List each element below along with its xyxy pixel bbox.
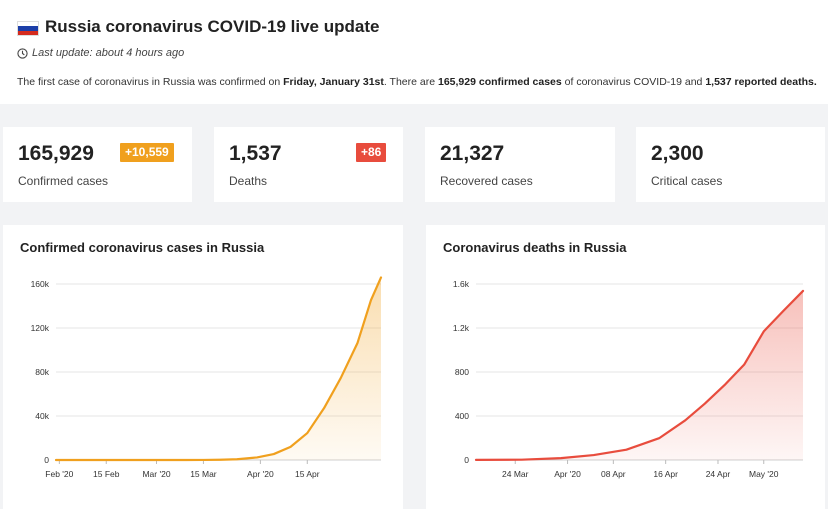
y-tick-label: 1.2k (453, 323, 470, 333)
chart-title-confirmed: Confirmed coronavirus cases in Russia (20, 240, 265, 255)
deaths-chart: 0 400 800 1.2k 1.6k 24 Mar Apr '20 08 Apr 16 Apr… (453, 279, 805, 479)
x-tick-label: 08 Apr (601, 469, 626, 479)
x-tick-label: 24 Apr (706, 469, 731, 479)
stat-card-recovered: 21,327 Recovered cases (425, 127, 615, 202)
x-tick-label: 16 Apr (653, 469, 678, 479)
summary-deaths: 1,537 reported deaths. (705, 76, 817, 88)
series-line (54, 276, 383, 462)
x-tick-label: 15 Feb (93, 469, 120, 479)
x-tick-label: May '20 (749, 469, 779, 479)
deaths-label: Deaths (229, 174, 268, 188)
chart-card-confirmed: Confirmed coronavirus cases in Russia 0 4… (3, 225, 403, 509)
y-tick-label: 1.6k (453, 279, 470, 289)
x-tick-label: Apr '20 (554, 469, 581, 479)
stat-card-deaths: 1,537 Deaths +86 (214, 127, 403, 202)
header-panel: Russia coronavirus COVID-19 live update … (0, 0, 828, 104)
confirmed-count: 165,929 (18, 142, 94, 165)
summary-text: The first case of coronavirus in Russia … (17, 76, 817, 88)
summary-confirmed: 165,929 confirmed cases (437, 76, 562, 88)
y-tick-label: 400 (455, 411, 469, 421)
y-tick-label: 80k (35, 367, 49, 377)
stat-card-confirmed: 165,929 Confirmed cases +10,559 (3, 127, 192, 202)
deaths-change-badge: +86 (356, 143, 387, 162)
y-tick-label: 0 (464, 455, 469, 465)
page-title: Russia coronavirus COVID-19 live update (45, 17, 380, 36)
summary-part: . There are (383, 76, 438, 88)
critical-label: Critical cases (651, 174, 723, 188)
chart-title-deaths: Coronavirus deaths in Russia (443, 240, 627, 255)
y-tick-label: 40k (35, 411, 49, 421)
deaths-count: 1,537 (229, 142, 282, 165)
summary-part: of coronavirus COVID-19 and (561, 76, 706, 88)
x-tick-label: Feb '20 (45, 469, 73, 479)
y-tick-label: 160k (31, 279, 50, 289)
x-tick-label: 15 Mar (190, 469, 217, 479)
confirmed-label: Confirmed cases (18, 174, 109, 188)
chart-card-deaths: Coronavirus deaths in Russia 0 400 800 1.2k… (426, 225, 825, 509)
y-tick-label: 0 (44, 455, 49, 465)
y-tick-label: 800 (455, 367, 469, 377)
confirmed-change-badge: +10,559 (120, 143, 174, 162)
last-update: Last update: about 4 hours ago (17, 47, 184, 59)
clock-icon (17, 47, 28, 59)
stat-card-critical: 2,300 Critical cases (636, 127, 825, 202)
x-tick-label: 15 Apr (295, 469, 320, 479)
series-area (56, 277, 381, 460)
recovered-label: Recovered cases (440, 174, 533, 188)
y-tick-label: 120k (31, 323, 50, 333)
series-line (474, 289, 805, 461)
confirmed-cases-chart: 0 40k 80k 120k 160k Feb '20 15 Feb Mar '20 15 Ma… (31, 276, 383, 479)
first-case-date: Friday, January 31st (283, 76, 384, 88)
russia-flag-icon (17, 21, 39, 36)
critical-count: 2,300 (651, 142, 704, 165)
x-tick-label: Mar '20 (142, 469, 170, 479)
x-tick-label: Apr '20 (247, 469, 274, 479)
recovered-count: 21,327 (440, 142, 505, 165)
x-tick-label: 24 Mar (502, 469, 529, 479)
summary-part: The first case of coronavirus in Russia … (17, 76, 284, 88)
last-update-text: Last update: about 4 hours ago (32, 47, 185, 59)
series-area (476, 290, 803, 460)
